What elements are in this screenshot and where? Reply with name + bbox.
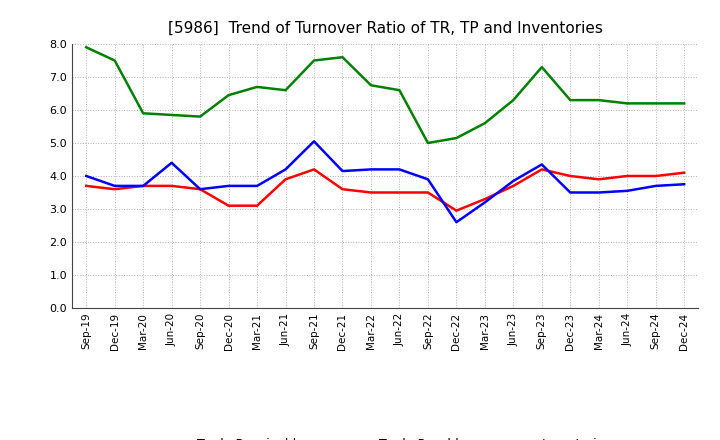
Legend: Trade Receivables, Trade Payables, Inventories: Trade Receivables, Trade Payables, Inven… [154, 433, 616, 440]
Inventories [253, 84, 261, 90]
Inventories [537, 64, 546, 70]
Trade Receivables [566, 173, 575, 179]
Trade Receivables [480, 196, 489, 202]
Inventories [139, 110, 148, 116]
Trade Payables [139, 183, 148, 188]
Trade Payables [423, 176, 432, 182]
Inventories [82, 44, 91, 50]
Trade Payables [566, 190, 575, 195]
Trade Payables [82, 173, 91, 179]
Trade Receivables [680, 170, 688, 175]
Trade Payables [480, 200, 489, 205]
Trade Receivables [366, 190, 375, 195]
Inventories [338, 55, 347, 60]
Trade Receivables [167, 183, 176, 188]
Trade Payables [595, 190, 603, 195]
Trade Payables [310, 139, 318, 144]
Inventories [282, 88, 290, 93]
Inventories [310, 58, 318, 63]
Line: Inventories: Inventories [86, 47, 684, 143]
Trade Receivables [110, 187, 119, 192]
Inventories [566, 97, 575, 103]
Trade Receivables [395, 190, 404, 195]
Trade Receivables [139, 183, 148, 188]
Trade Receivables [338, 187, 347, 192]
Trade Receivables [196, 187, 204, 192]
Inventories [167, 112, 176, 117]
Trade Payables [282, 167, 290, 172]
Trade Payables [537, 162, 546, 167]
Trade Payables [623, 188, 631, 194]
Trade Receivables [595, 176, 603, 182]
Trade Payables [225, 183, 233, 188]
Trade Receivables [225, 203, 233, 209]
Trade Receivables [652, 173, 660, 179]
Trade Receivables [423, 190, 432, 195]
Trade Payables [167, 160, 176, 165]
Line: Trade Receivables: Trade Receivables [86, 169, 684, 211]
Trade Receivables [537, 167, 546, 172]
Trade Receivables [282, 176, 290, 182]
Trade Payables [338, 169, 347, 174]
Inventories [480, 121, 489, 126]
Trade Payables [366, 167, 375, 172]
Trade Payables [196, 187, 204, 192]
Trade Receivables [509, 183, 518, 188]
Title: [5986]  Trend of Turnover Ratio of TR, TP and Inventories: [5986] Trend of Turnover Ratio of TR, TP… [168, 21, 603, 36]
Trade Receivables [253, 203, 261, 209]
Trade Payables [509, 178, 518, 183]
Trade Receivables [452, 208, 461, 213]
Trade Receivables [623, 173, 631, 179]
Trade Payables [452, 220, 461, 225]
Inventories [225, 92, 233, 98]
Inventories [395, 88, 404, 93]
Inventories [196, 114, 204, 119]
Inventories [623, 101, 631, 106]
Trade Payables [253, 183, 261, 188]
Trade Payables [110, 183, 119, 188]
Inventories [452, 136, 461, 141]
Line: Trade Payables: Trade Payables [86, 141, 684, 222]
Inventories [509, 97, 518, 103]
Inventories [595, 97, 603, 103]
Inventories [423, 140, 432, 146]
Inventories [366, 83, 375, 88]
Trade Payables [652, 183, 660, 188]
Inventories [680, 101, 688, 106]
Inventories [652, 101, 660, 106]
Trade Payables [395, 167, 404, 172]
Trade Receivables [82, 183, 91, 188]
Inventories [110, 58, 119, 63]
Trade Payables [680, 182, 688, 187]
Trade Receivables [310, 167, 318, 172]
